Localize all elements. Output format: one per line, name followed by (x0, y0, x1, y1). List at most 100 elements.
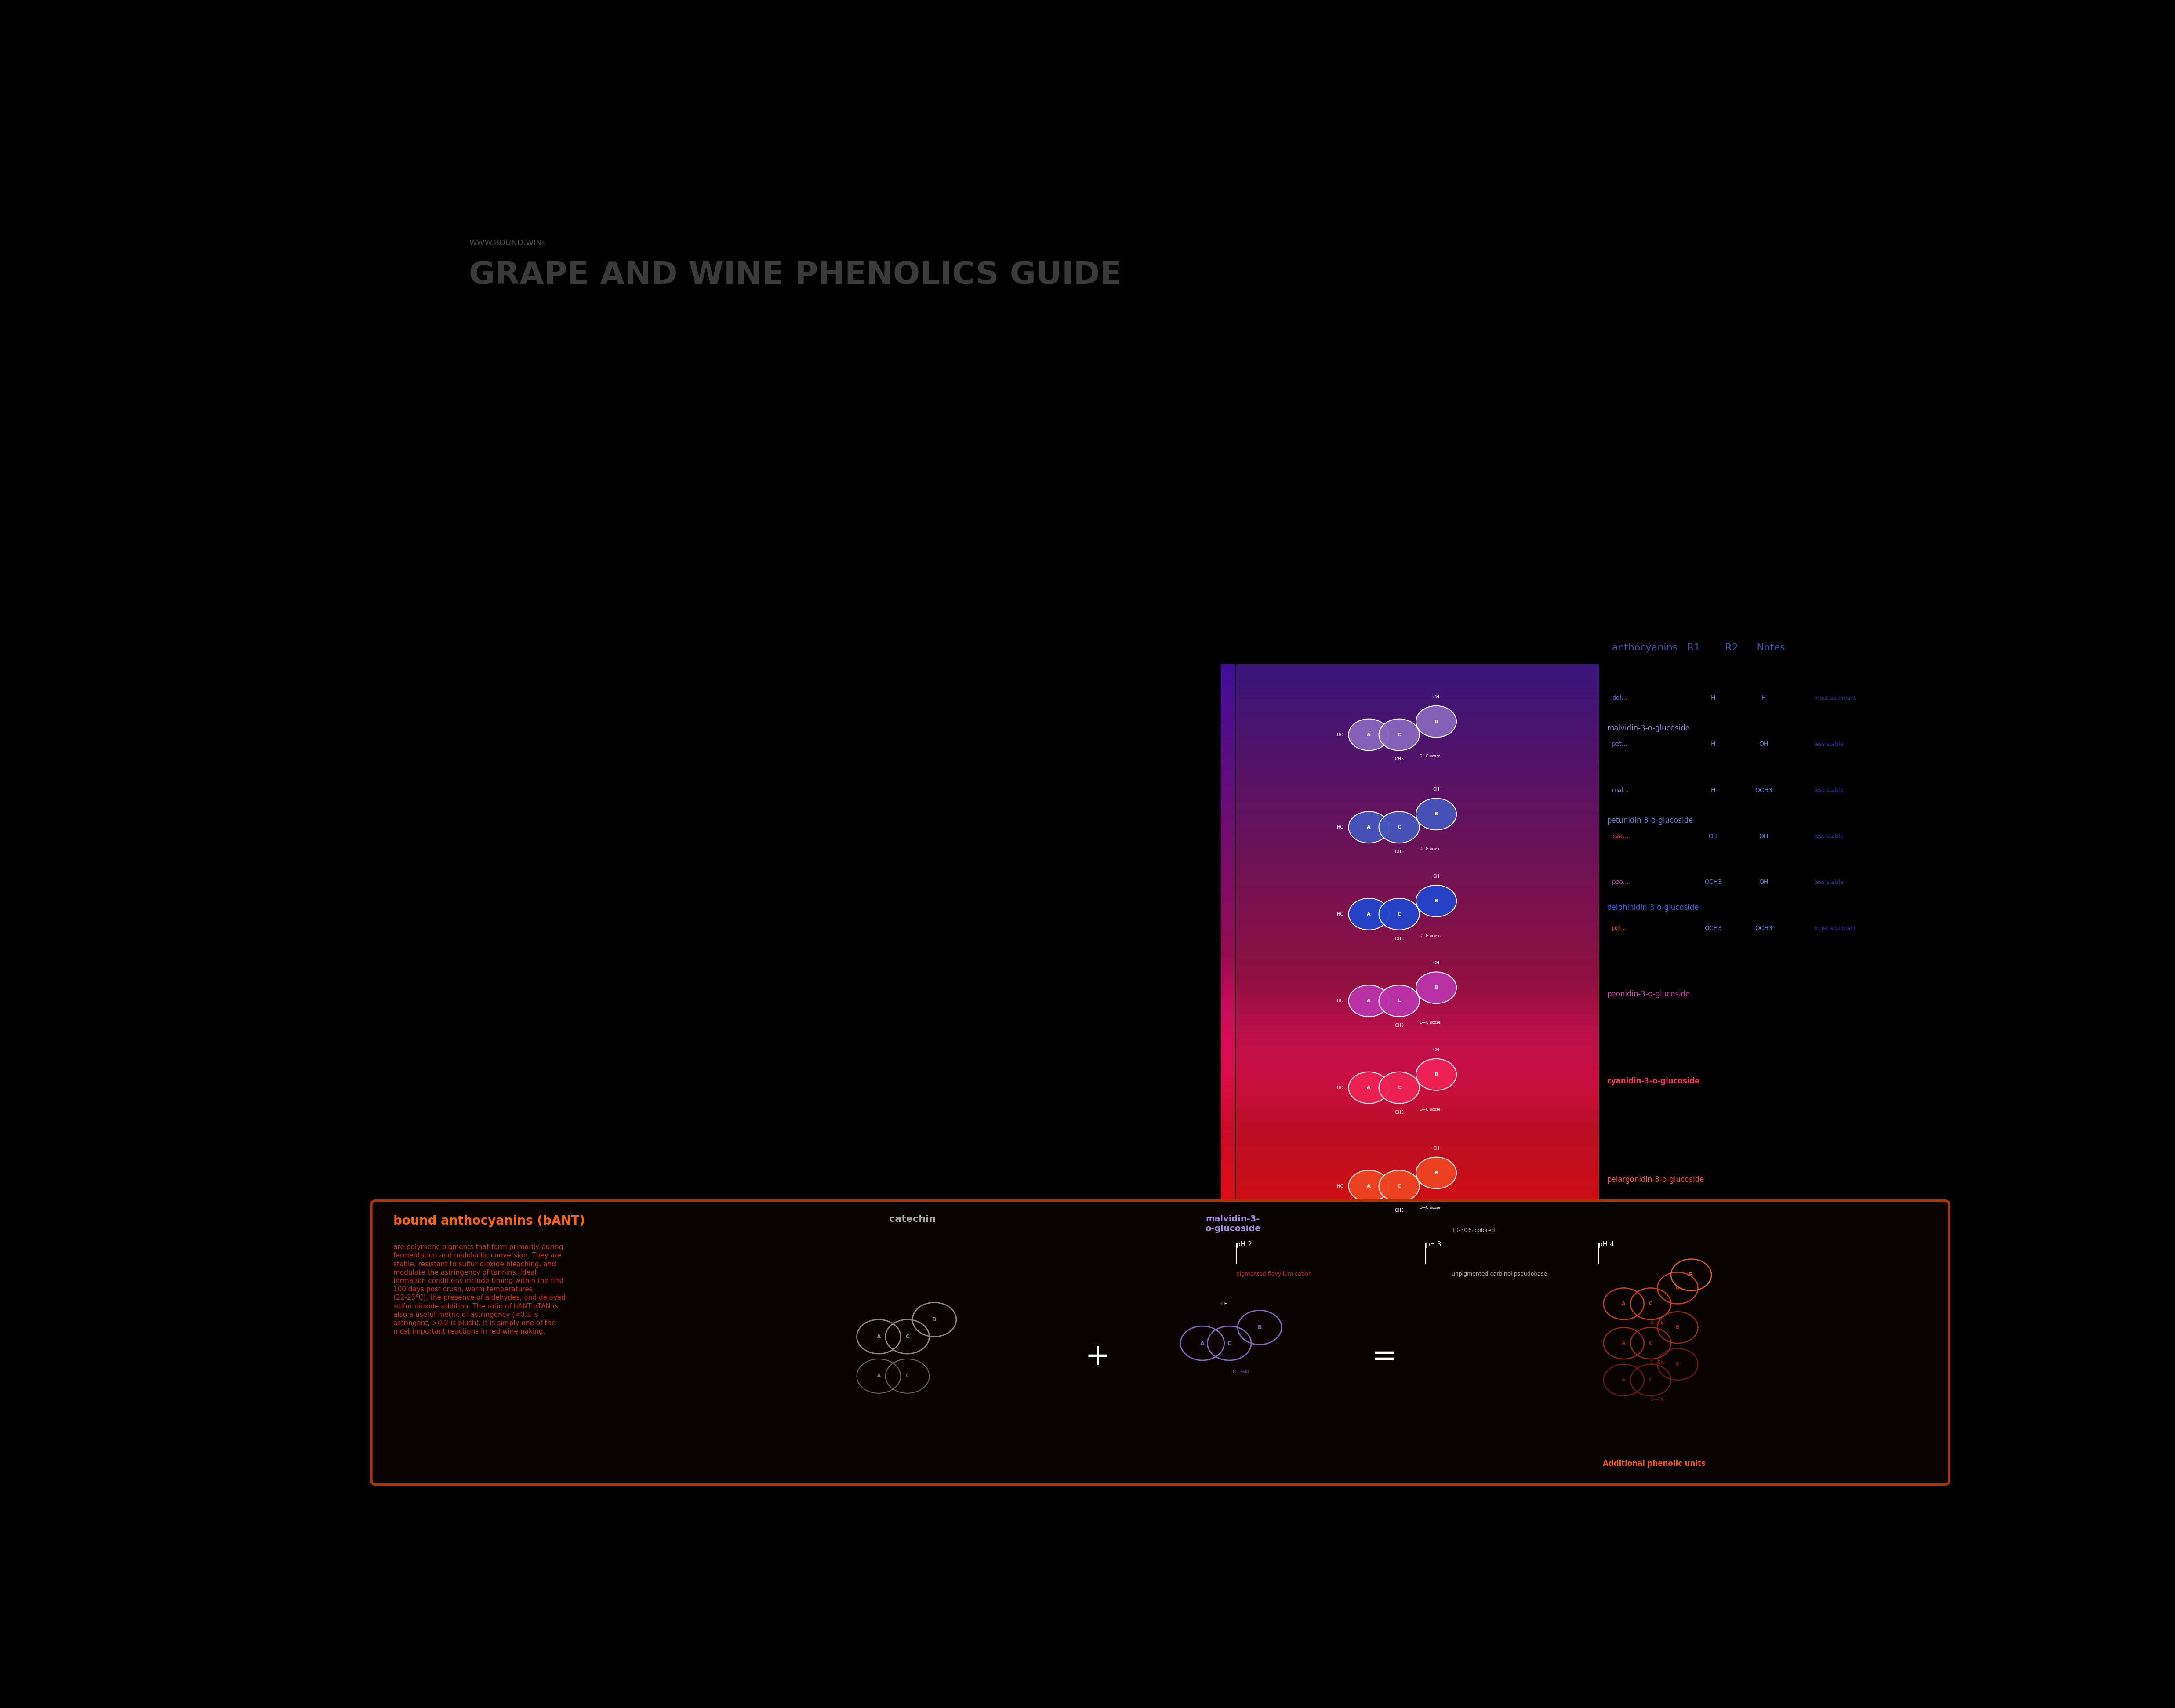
Bar (1220, 798, 1235, 801)
Circle shape (1348, 719, 1390, 750)
Bar (1220, 731, 1235, 734)
Bar (1220, 1013, 1235, 1016)
Text: OCH3: OCH3 (1755, 787, 1773, 793)
Text: +: + (1085, 1342, 1111, 1372)
Bar (1235, 822, 1599, 825)
Bar (1235, 1223, 1599, 1226)
Bar (1220, 892, 1235, 895)
Bar (1235, 1074, 1599, 1078)
Bar (1220, 832, 1235, 835)
Bar (1220, 873, 1235, 876)
Bar (1235, 960, 1599, 962)
Bar (1220, 712, 1235, 716)
Bar (1220, 857, 1235, 861)
Bar (1235, 791, 1599, 794)
Bar (1220, 1112, 1235, 1115)
Bar (1220, 946, 1235, 950)
Bar (1235, 806, 1599, 810)
Circle shape (1416, 885, 1457, 917)
Bar (1235, 886, 1599, 890)
Text: O—Glu: O—Glu (1651, 1360, 1664, 1365)
Bar (1220, 977, 1235, 980)
Text: catechin: catechin (890, 1214, 935, 1225)
Text: B: B (1433, 811, 1438, 816)
Bar (1235, 1201, 1599, 1204)
Bar (1235, 890, 1599, 893)
Bar (1235, 982, 1599, 986)
Text: mal...: mal... (1612, 787, 1629, 793)
Bar (1220, 994, 1235, 997)
Bar (1220, 905, 1235, 909)
Bar (1235, 820, 1599, 823)
Bar (1220, 789, 1235, 793)
Bar (1220, 758, 1235, 762)
Bar (1235, 1042, 1599, 1045)
Bar (1220, 893, 1235, 897)
Text: less stable: less stable (1814, 741, 1844, 746)
Bar (1220, 1221, 1235, 1225)
Bar (1220, 1238, 1235, 1242)
Text: pel...: pel... (1612, 926, 1627, 931)
Bar (1220, 1179, 1235, 1182)
Text: anthocyanins   R1        R2      Notes: anthocyanins R1 R2 Notes (1612, 644, 1786, 652)
Circle shape (1348, 898, 1390, 929)
Bar (1220, 1110, 1235, 1114)
Bar (1220, 955, 1235, 958)
Bar (1235, 1196, 1599, 1199)
Text: C: C (1649, 1341, 1653, 1346)
Bar (1220, 992, 1235, 996)
Bar (1235, 796, 1599, 798)
Text: O—Glu: O—Glu (1651, 1320, 1664, 1325)
Text: C: C (1396, 1184, 1401, 1189)
Bar (1235, 1025, 1599, 1028)
Bar (1235, 740, 1599, 743)
Bar (1235, 919, 1599, 922)
Text: C: C (1649, 1301, 1653, 1307)
Bar (1220, 1038, 1235, 1042)
Bar (1220, 897, 1235, 900)
Bar (1235, 1235, 1599, 1238)
Bar (1235, 951, 1599, 955)
Text: OH3: OH3 (1394, 936, 1403, 941)
Bar (1235, 936, 1599, 939)
Bar (1220, 711, 1235, 714)
Text: B: B (1677, 1286, 1679, 1290)
Bar (1220, 1202, 1235, 1206)
Bar (1235, 883, 1599, 886)
Bar (1235, 1119, 1599, 1122)
Bar (1220, 997, 1235, 1001)
Bar (1235, 1132, 1599, 1136)
Bar (1220, 1025, 1235, 1028)
Bar (1235, 835, 1599, 839)
Bar (1235, 1015, 1599, 1018)
Text: malvidin-3-o-glucoside: malvidin-3-o-glucoside (1607, 724, 1690, 733)
Bar (1235, 711, 1599, 714)
Bar (1220, 1047, 1235, 1050)
Bar (1220, 1035, 1235, 1037)
Bar (1220, 951, 1235, 955)
Bar (1220, 1231, 1235, 1235)
Bar (1220, 777, 1235, 781)
Text: pH 4: pH 4 (1599, 1242, 1614, 1249)
Bar (1220, 876, 1235, 880)
Bar (1235, 1172, 1599, 1175)
Bar (1220, 991, 1235, 992)
Bar (1235, 724, 1599, 728)
Bar (1235, 856, 1599, 857)
Bar (1220, 1066, 1235, 1069)
Bar (1235, 1085, 1599, 1088)
Bar (1220, 1057, 1235, 1061)
Text: OH: OH (1433, 962, 1440, 965)
Bar (1235, 943, 1599, 946)
Text: malvidin-3-
o-glucoside: malvidin-3- o-glucoside (1205, 1214, 1261, 1233)
Circle shape (1348, 1170, 1390, 1202)
Bar (1220, 746, 1235, 750)
Bar (1220, 700, 1235, 704)
Bar (1235, 839, 1599, 842)
Bar (1220, 1073, 1235, 1076)
Bar (1220, 1056, 1235, 1059)
Bar (1235, 799, 1599, 803)
Bar (1220, 1225, 1235, 1228)
Bar (1235, 731, 1599, 734)
Bar (1235, 1083, 1599, 1086)
